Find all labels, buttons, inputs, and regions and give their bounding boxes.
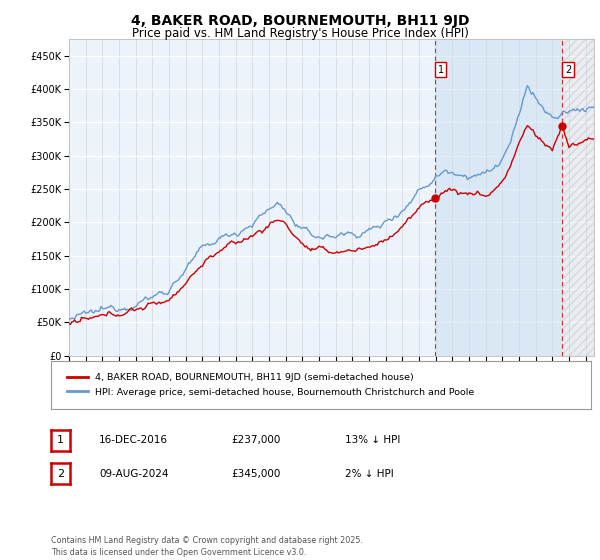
Text: £345,000: £345,000 (231, 469, 280, 479)
Text: £237,000: £237,000 (231, 435, 280, 445)
Text: 4, BAKER ROAD, BOURNEMOUTH, BH11 9JD: 4, BAKER ROAD, BOURNEMOUTH, BH11 9JD (131, 14, 469, 28)
Text: 09-AUG-2024: 09-AUG-2024 (99, 469, 169, 479)
Text: 16-DEC-2016: 16-DEC-2016 (99, 435, 168, 445)
Text: 2: 2 (565, 64, 571, 74)
Text: 1: 1 (437, 64, 443, 74)
Text: 2% ↓ HPI: 2% ↓ HPI (345, 469, 394, 479)
Text: Contains HM Land Registry data © Crown copyright and database right 2025.
This d: Contains HM Land Registry data © Crown c… (51, 536, 363, 557)
Bar (562, 39, 594, 356)
Legend: 4, BAKER ROAD, BOURNEMOUTH, BH11 9JD (semi-detached house), HPI: Average price, : 4, BAKER ROAD, BOURNEMOUTH, BH11 9JD (se… (61, 367, 480, 403)
Text: 2: 2 (57, 469, 64, 479)
Text: 13% ↓ HPI: 13% ↓ HPI (345, 435, 400, 445)
Text: 1: 1 (57, 435, 64, 445)
Text: Price paid vs. HM Land Registry's House Price Index (HPI): Price paid vs. HM Land Registry's House … (131, 27, 469, 40)
Bar (435, 39, 562, 356)
